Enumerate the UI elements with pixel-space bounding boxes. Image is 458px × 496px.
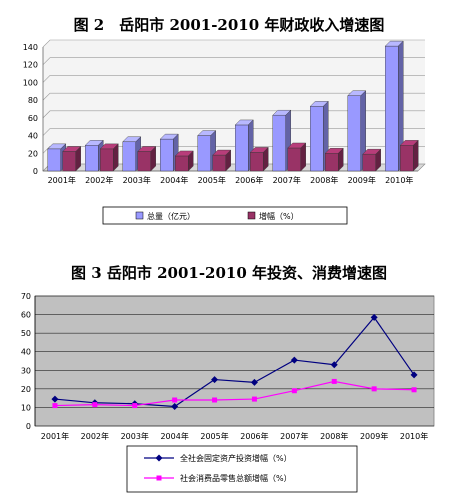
y-tick-label: 50 bbox=[21, 329, 31, 338]
point-s2-2001年 bbox=[52, 403, 58, 409]
bar-side-s2 bbox=[150, 146, 156, 172]
x-tick-label: 2009年 bbox=[348, 175, 376, 185]
gridline bbox=[42, 128, 425, 136]
x-tick-label: 2007年 bbox=[273, 175, 301, 185]
y-tick-label: 40 bbox=[21, 348, 31, 357]
gridline bbox=[42, 92, 425, 101]
x-tick-label: 2002年 bbox=[85, 175, 113, 185]
point-s2-2008年 bbox=[331, 378, 337, 384]
point-s1-2005年 bbox=[211, 376, 219, 384]
point-s1-2006年 bbox=[250, 378, 258, 386]
y-tick-label: 120 bbox=[23, 61, 38, 70]
legend-box bbox=[126, 445, 358, 493]
bar-side-s2 bbox=[375, 148, 381, 172]
point-s1-2001年 bbox=[51, 395, 59, 403]
point-s1-2004年 bbox=[171, 403, 179, 410]
y-tick-label: 40 bbox=[28, 132, 38, 141]
legend-label-s1: 全社会固定资产投资增幅（%） bbox=[180, 453, 292, 463]
point-s2-2002年 bbox=[92, 402, 98, 408]
y-tick-label: 30 bbox=[21, 366, 31, 375]
bar-side-s2 bbox=[263, 146, 269, 172]
bar-side-s2 bbox=[413, 139, 419, 172]
bar-side-s2 bbox=[113, 143, 119, 172]
x-tick-label: 2004年 bbox=[160, 431, 188, 441]
legend-swatch-s1 bbox=[135, 211, 144, 220]
point-s1-2007年 bbox=[290, 356, 298, 364]
point-s2-2005年 bbox=[212, 397, 218, 403]
y-tick-label: 0 bbox=[26, 422, 31, 431]
point-s2-2006年 bbox=[251, 396, 257, 402]
x-tick-label: 2010年 bbox=[400, 431, 428, 441]
y-tick-label: 20 bbox=[21, 385, 31, 394]
bar-side-s2 bbox=[300, 142, 306, 172]
x-tick-label: 2008年 bbox=[320, 431, 348, 441]
x-tick-label: 2006年 bbox=[240, 431, 268, 441]
y-tick-label: 80 bbox=[28, 96, 38, 105]
point-s2-2010年 bbox=[411, 387, 417, 393]
x-tick-label: 2008年 bbox=[310, 175, 338, 185]
chart2-title: 图 3 岳阳市 2001-2010 年投资、消费增速图 bbox=[70, 264, 388, 282]
line-s1 bbox=[54, 316, 415, 408]
point-s2-2003年 bbox=[132, 403, 138, 409]
x-tick-label: 2009年 bbox=[360, 431, 388, 441]
point-s2-2009年 bbox=[371, 386, 377, 392]
bar-side-s2 bbox=[225, 149, 231, 172]
legend-label-s2: 社会消费品零售总额增幅（%） bbox=[180, 473, 292, 483]
point-s1-2010年 bbox=[410, 371, 418, 379]
point-s2-2007年 bbox=[291, 388, 297, 394]
x-tick-label: 2007年 bbox=[280, 431, 308, 441]
x-tick-label: 2005年 bbox=[200, 431, 228, 441]
line-s2 bbox=[54, 380, 415, 407]
y-tick-label: 100 bbox=[23, 78, 38, 87]
x-tick-label: 2001年 bbox=[41, 431, 69, 441]
x-tick-label: 2006年 bbox=[235, 175, 263, 185]
bar-side-s2 bbox=[338, 147, 344, 172]
chart1-title: 图 2 岳阳市 2001-2010 年财政收入增速图 bbox=[73, 16, 385, 34]
y-tick-label: 60 bbox=[28, 114, 38, 123]
legend-box bbox=[102, 206, 348, 225]
x-tick-label: 2003年 bbox=[121, 431, 149, 441]
chart1-svg: 0 20 40 60 80 100 120 140 2001年 2002年 2003年 2004年 20… bbox=[23, 39, 426, 225]
x-tick-label: 2003年 bbox=[123, 175, 151, 185]
y-tick-label: 10 bbox=[21, 403, 31, 412]
gridline bbox=[42, 57, 425, 65]
x-tick-label: 2005年 bbox=[198, 175, 226, 185]
legend-marker-s1 bbox=[155, 454, 163, 462]
x-tick-label: 2004年 bbox=[160, 175, 188, 185]
gridline bbox=[42, 75, 425, 83]
y-tick-label: 70 bbox=[21, 292, 31, 301]
y-tick-label: 0 bbox=[33, 167, 38, 176]
point-s1-2008年 bbox=[330, 361, 338, 369]
y-tick-label: 20 bbox=[28, 149, 38, 158]
y-tick-label: 60 bbox=[21, 311, 31, 320]
legend-label-s1: 总量（亿元） bbox=[147, 211, 195, 221]
x-tick-label: 2010年 bbox=[385, 175, 413, 185]
x-tick-label: 2002年 bbox=[81, 431, 109, 441]
y-tick-label: 140 bbox=[23, 43, 38, 52]
legend-swatch-s2 bbox=[247, 211, 256, 220]
legend-marker-s2 bbox=[156, 475, 162, 481]
x-tick-label: 2001年 bbox=[48, 175, 76, 185]
legend-label-s2: 增幅（%） bbox=[259, 211, 299, 221]
point-s1-2009年 bbox=[370, 313, 378, 321]
gridline bbox=[42, 110, 425, 119]
point-s2-2004年 bbox=[172, 397, 178, 403]
bar-side-s2 bbox=[75, 146, 81, 172]
bar-side-s2 bbox=[188, 150, 194, 172]
gridline bbox=[42, 39, 425, 48]
